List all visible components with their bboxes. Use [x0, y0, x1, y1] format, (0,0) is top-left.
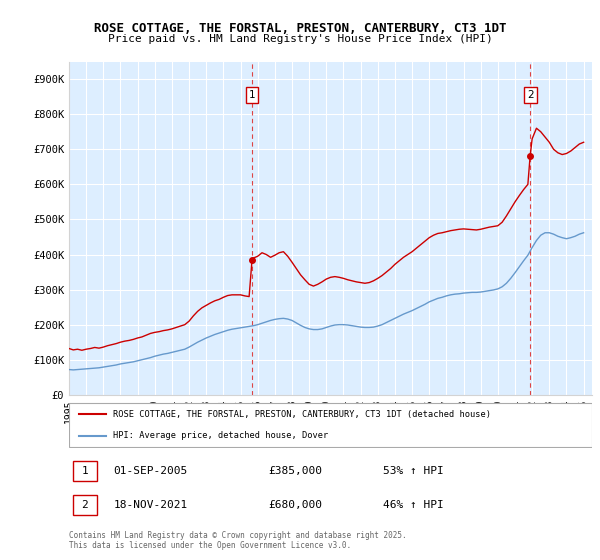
Text: 1: 1	[249, 90, 256, 100]
Text: 2: 2	[527, 90, 533, 100]
FancyBboxPatch shape	[73, 461, 97, 481]
Text: £680,000: £680,000	[268, 500, 322, 510]
Text: HPI: Average price, detached house, Dover: HPI: Average price, detached house, Dove…	[113, 431, 329, 440]
Text: 18-NOV-2021: 18-NOV-2021	[113, 500, 188, 510]
Text: Contains HM Land Registry data © Crown copyright and database right 2025.
This d: Contains HM Land Registry data © Crown c…	[69, 531, 407, 550]
Text: 1: 1	[82, 466, 88, 476]
Text: 01-SEP-2005: 01-SEP-2005	[113, 466, 188, 476]
Text: £385,000: £385,000	[268, 466, 322, 476]
Text: ROSE COTTAGE, THE FORSTAL, PRESTON, CANTERBURY, CT3 1DT (detached house): ROSE COTTAGE, THE FORSTAL, PRESTON, CANT…	[113, 410, 491, 419]
Text: 46% ↑ HPI: 46% ↑ HPI	[383, 500, 443, 510]
FancyBboxPatch shape	[73, 494, 97, 515]
Text: ROSE COTTAGE, THE FORSTAL, PRESTON, CANTERBURY, CT3 1DT: ROSE COTTAGE, THE FORSTAL, PRESTON, CANT…	[94, 22, 506, 35]
Text: 53% ↑ HPI: 53% ↑ HPI	[383, 466, 443, 476]
Text: Price paid vs. HM Land Registry's House Price Index (HPI): Price paid vs. HM Land Registry's House …	[107, 34, 493, 44]
Text: 2: 2	[82, 500, 88, 510]
FancyBboxPatch shape	[69, 403, 592, 447]
